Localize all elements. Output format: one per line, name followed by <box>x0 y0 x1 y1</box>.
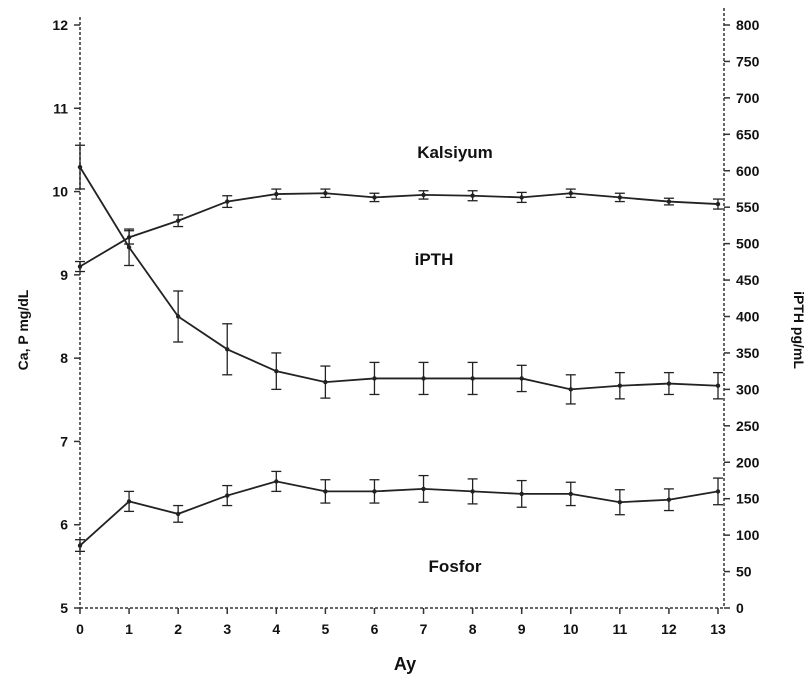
right-tick-label: 800 <box>736 17 760 33</box>
x-tick-label: 3 <box>223 621 231 637</box>
data-point-ipth <box>323 379 328 385</box>
data-point-kalsiyum <box>372 195 377 200</box>
data-point-ipth <box>372 376 377 381</box>
data-point-ipth <box>666 381 672 386</box>
left-tick-label: 10 <box>52 184 68 200</box>
right-axis-ticks: 0 50 100 150 200 250 300 350 400 450 500 550 600 650 7… <box>724 17 760 616</box>
x-tick-label: 5 <box>321 621 329 637</box>
x-tick-label: 13 <box>710 621 726 637</box>
right-tick-label: 500 <box>736 236 760 252</box>
left-tick-label: 9 <box>60 267 68 283</box>
right-tick-label: 450 <box>736 272 760 288</box>
data-point-ipth <box>421 376 426 381</box>
x-tick-label: 6 <box>371 621 379 637</box>
x-tick-label: 8 <box>469 621 477 637</box>
right-tick-label: 200 <box>736 454 760 470</box>
data-point-kalsiyum <box>666 199 672 204</box>
left-tick-label: 11 <box>53 100 68 116</box>
data-point-ipth <box>274 368 279 374</box>
data-point-fosfor <box>323 489 328 494</box>
series-line-fosfor <box>79 480 719 547</box>
left-axis-ticks: 5 6 7 8 9 10 11 12 <box>52 17 80 616</box>
x-tick-label: 7 <box>420 621 428 637</box>
data-point-fosfor <box>421 486 426 492</box>
data-point-ipth <box>568 387 573 392</box>
left-tick-label: 5 <box>60 600 68 616</box>
data-point-kalsiyum <box>421 192 426 198</box>
right-tick-label: 0 <box>736 600 744 616</box>
series-fosfor <box>75 470 723 553</box>
data-point-ipth <box>715 383 721 388</box>
right-tick-label: 400 <box>736 309 760 325</box>
data-point-ipth <box>77 164 83 170</box>
x-tick-label: 2 <box>174 621 182 637</box>
x-tick-label: 1 <box>125 621 133 637</box>
data-point-fosfor <box>470 489 475 494</box>
x-tick-label: 11 <box>612 621 627 637</box>
data-point-kalsiyum <box>225 199 230 204</box>
data-point-ipth <box>519 376 524 381</box>
right-tick-label: 150 <box>736 491 760 507</box>
x-tick-label: 10 <box>563 621 579 637</box>
x-tick-label: 9 <box>518 621 526 637</box>
data-point-ipth <box>470 376 475 381</box>
data-point-fosfor <box>715 489 721 494</box>
data-point-kalsiyum <box>77 264 83 269</box>
left-tick-label: 12 <box>52 17 68 33</box>
left-axis-title: Ca, P mg/dL <box>15 289 31 370</box>
x-axis-ticks: 0 1 2 3 4 5 6 7 8 9 10 11 12 13 <box>76 608 726 637</box>
right-tick-label: 350 <box>736 345 760 361</box>
data-point-fosfor <box>568 491 573 497</box>
right-tick-label: 250 <box>736 418 760 434</box>
right-tick-label: 100 <box>736 527 760 543</box>
data-point-kalsiyum <box>470 193 475 198</box>
data-point-kalsiyum <box>323 191 328 196</box>
x-axis-title: Ay <box>394 654 416 674</box>
data-point-fosfor <box>617 500 623 505</box>
x-tick-label: 4 <box>272 621 280 637</box>
data-point-kalsiyum <box>175 218 181 223</box>
data-point-ipth <box>175 314 181 319</box>
data-point-ipth <box>225 347 230 352</box>
data-point-fosfor <box>126 499 132 504</box>
series-layer <box>75 144 723 553</box>
data-point-kalsiyum <box>274 191 279 197</box>
left-tick-label: 6 <box>60 517 68 533</box>
left-tick-label: 8 <box>60 350 68 366</box>
right-tick-label: 650 <box>736 126 760 142</box>
right-tick-label: 700 <box>736 90 760 106</box>
series-label-ipth: iPTH <box>415 250 454 269</box>
x-tick-label: 0 <box>76 621 84 637</box>
data-point-fosfor <box>666 497 672 502</box>
data-point-kalsiyum <box>715 201 721 207</box>
data-point-fosfor <box>77 543 83 548</box>
data-point-fosfor <box>225 493 230 498</box>
x-tick-label: 12 <box>661 621 677 637</box>
data-point-fosfor <box>372 489 377 494</box>
data-point-fosfor <box>175 511 181 517</box>
data-point-kalsiyum <box>617 195 623 200</box>
left-tick-label: 7 <box>60 433 68 449</box>
data-point-kalsiyum <box>568 191 573 196</box>
data-point-fosfor <box>274 479 279 484</box>
data-point-fosfor <box>519 491 524 497</box>
right-tick-label: 300 <box>736 381 760 397</box>
series-label-kalsiyum: Kalsiyum <box>417 143 493 162</box>
data-point-kalsiyum <box>519 195 524 200</box>
right-tick-label: 750 <box>736 53 760 69</box>
series-ipth <box>75 144 723 405</box>
series-kalsiyum <box>75 188 723 273</box>
series-label-fosfor: Fosfor <box>429 557 482 576</box>
series-line-ipth <box>79 166 719 391</box>
data-point-ipth <box>126 245 132 250</box>
right-tick-label: 50 <box>736 564 752 580</box>
series-line-kalsiyum <box>79 192 719 268</box>
data-point-ipth <box>617 383 623 388</box>
right-tick-label: 550 <box>736 199 760 215</box>
right-axis-title: iPTH pg/mL <box>791 291 807 369</box>
right-tick-label: 600 <box>736 163 760 179</box>
